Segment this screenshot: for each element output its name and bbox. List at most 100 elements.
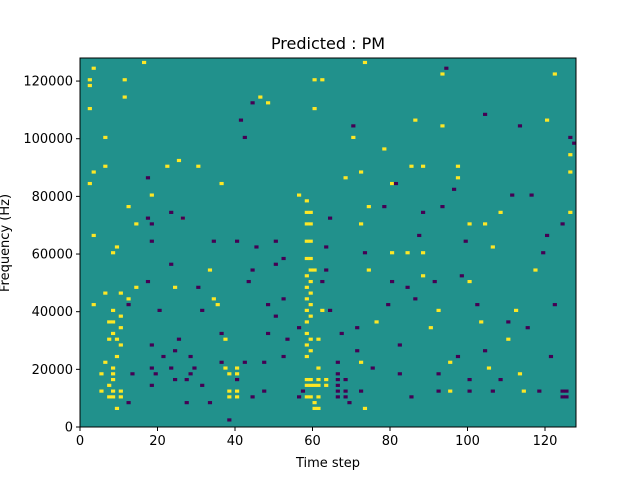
heatmap-cell-high (316, 406, 321, 410)
heatmap-cell-low (483, 349, 488, 353)
heatmap-cell-low (436, 372, 441, 376)
heatmap-cell-high (359, 360, 364, 364)
heatmap-cell-low (300, 389, 306, 393)
heatmap-cell-high (223, 366, 228, 370)
x-tick-label: 80 (382, 434, 399, 449)
heatmap-cell-high (308, 395, 313, 399)
heatmap-cell-low (572, 141, 577, 145)
heatmap-cell-high (111, 331, 116, 336)
heatmap-cell-low (297, 395, 302, 399)
heatmap-cell-high (568, 210, 573, 214)
heatmap-cell-high (413, 118, 418, 122)
heatmap-cell-low (188, 372, 193, 376)
heatmap-cell-high (351, 135, 356, 140)
heatmap-cell-high (126, 297, 131, 301)
x-tick-label: 60 (304, 434, 321, 449)
heatmap-cell-low (355, 349, 360, 353)
heatmap-cell-low (343, 389, 348, 393)
heatmap-cell-high (99, 372, 104, 376)
heatmap-cell-high (366, 205, 371, 209)
heatmap-cell-low (382, 205, 387, 209)
heatmap-cell-low (552, 303, 557, 307)
heatmap-cell-high (304, 199, 309, 203)
heatmap-cell-low (335, 395, 340, 399)
heatmap-cell-low (320, 279, 325, 284)
heatmap-cell-low (347, 401, 352, 405)
heatmap-cell-high (211, 297, 216, 301)
heatmap-cell-low (169, 366, 174, 370)
heatmap-cell-low (246, 279, 251, 284)
heatmap-cell-high (316, 383, 321, 387)
y-axis-label: Frequency (Hz) (0, 194, 13, 292)
heatmap-cell-high (207, 268, 213, 272)
heatmap-cell-low (359, 389, 364, 393)
heatmap-cell-high (122, 78, 127, 82)
heatmap-cell-low (145, 176, 151, 180)
heatmap-cell-high (421, 274, 426, 278)
heatmap-cell-low (405, 285, 410, 289)
heatmap-cell-high (455, 164, 461, 168)
heatmap-cell-high (467, 279, 472, 284)
heatmap-cell-low (266, 331, 271, 336)
heatmap-cell-high (374, 320, 379, 324)
heatmap-cell-high (308, 337, 313, 341)
heatmap-cell-high (312, 268, 317, 272)
y-tick-label: 20000 (32, 363, 73, 378)
heatmap-cell-high (390, 251, 395, 255)
heatmap-cell-high (118, 343, 123, 347)
heatmap-cell-high (320, 78, 325, 82)
heatmap-cell-low (409, 395, 414, 399)
heatmap-cell-high (87, 181, 92, 186)
heatmap-cell-low (238, 118, 244, 122)
heatmap-cell-high (297, 193, 302, 197)
heatmap-cell-low (235, 239, 240, 243)
heatmap-cell-high (440, 124, 445, 128)
heatmap-cell-high (304, 210, 309, 214)
heatmap-cell-low (200, 383, 205, 387)
heatmap-cell-low (126, 303, 131, 307)
heatmap-cell-high (111, 372, 116, 376)
heatmap-cell-low (490, 389, 495, 393)
x-tick-label: 0 (76, 434, 84, 449)
heatmap-cell-high (103, 164, 108, 168)
heatmap-cell-high (308, 377, 313, 382)
heatmap-cell-high (304, 285, 309, 289)
heatmap-cell-low (506, 320, 511, 324)
heatmap-cell-low (145, 279, 151, 284)
heatmap-cell-low (149, 343, 154, 347)
heatmap-cell-low (161, 354, 166, 359)
heatmap-cell-high (421, 251, 426, 255)
heatmap-cell-high (304, 308, 309, 312)
heatmap-cell-high (111, 389, 116, 393)
heatmap-cell-high (111, 251, 116, 255)
heatmap-cell-low (421, 210, 426, 214)
heatmap-cell-high (165, 164, 170, 168)
heatmap-cell-high (103, 135, 108, 140)
heatmap-cell-low (393, 181, 399, 186)
heatmap-cell-high (428, 326, 433, 330)
heatmap-cell-low (273, 239, 278, 243)
heatmap-cell-low (169, 210, 174, 214)
heatmap-cell-low (153, 372, 158, 376)
heatmap-cell-high (486, 366, 492, 370)
heatmap-cell-high (227, 389, 232, 393)
heatmap-cell-high (308, 239, 313, 243)
heatmap-cell-high (312, 78, 317, 82)
heatmap-cell-high (308, 383, 313, 387)
heatmap-cell-high (312, 406, 317, 410)
heatmap-cell-high (545, 118, 550, 122)
heatmap-cell-high (312, 383, 317, 387)
heatmap-cell-low (273, 262, 278, 266)
heatmap-cell-high (107, 395, 112, 399)
heatmap-cell-high (533, 268, 538, 272)
heatmap-cell-high (455, 176, 461, 180)
heatmap-cell-high (114, 406, 120, 410)
heatmap-cell-low (463, 239, 468, 243)
heatmap-cell-low (467, 377, 472, 382)
heatmap-cell-low (250, 101, 255, 105)
heatmap-cell-low (235, 377, 240, 382)
heatmap-cell-low (200, 308, 205, 312)
x-tick-label: 100 (455, 434, 480, 449)
heatmap-cell-low (343, 377, 348, 382)
heatmap-cell-high (91, 170, 96, 174)
